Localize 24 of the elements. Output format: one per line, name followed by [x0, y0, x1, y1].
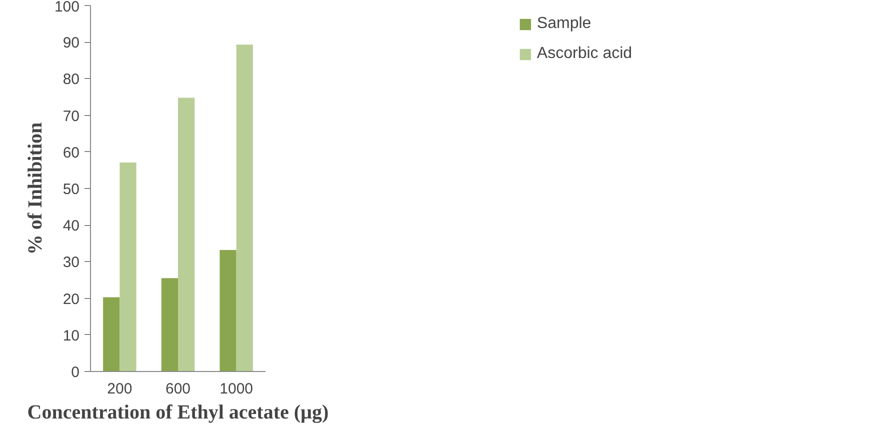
- y-tick-label: 40: [62, 218, 80, 235]
- bar: [161, 278, 178, 372]
- y-tick-label: 90: [62, 34, 80, 52]
- bar: [178, 98, 195, 372]
- bar: [220, 250, 236, 372]
- legend-label: Sample: [536, 15, 592, 33]
- y-tick-label: 80: [62, 71, 80, 88]
- y-tick-label: 30: [62, 254, 80, 272]
- bar: [236, 44, 253, 372]
- x-tick-label: 200: [107, 380, 132, 398]
- y-tick-label: 10: [62, 327, 80, 344]
- y-tick-label: 100: [54, 0, 80, 16]
- legend-label: Ascorbic acid: [536, 45, 632, 63]
- bar: [103, 297, 120, 372]
- y-tick-label: 50: [62, 181, 80, 198]
- bar: [120, 162, 136, 372]
- y-tick-label: 70: [62, 108, 80, 125]
- x-axis-title: Concentration of Ethyl acetate (µg): [27, 402, 329, 424]
- x-tick-label: 600: [165, 380, 191, 398]
- y-tick-label: 0: [71, 364, 80, 381]
- y-tick-label: 20: [62, 290, 80, 308]
- y-axis-title: % of Inhibition: [24, 122, 46, 255]
- x-tick-label: 1000: [220, 380, 254, 398]
- y-tick-label: 60: [62, 144, 80, 162]
